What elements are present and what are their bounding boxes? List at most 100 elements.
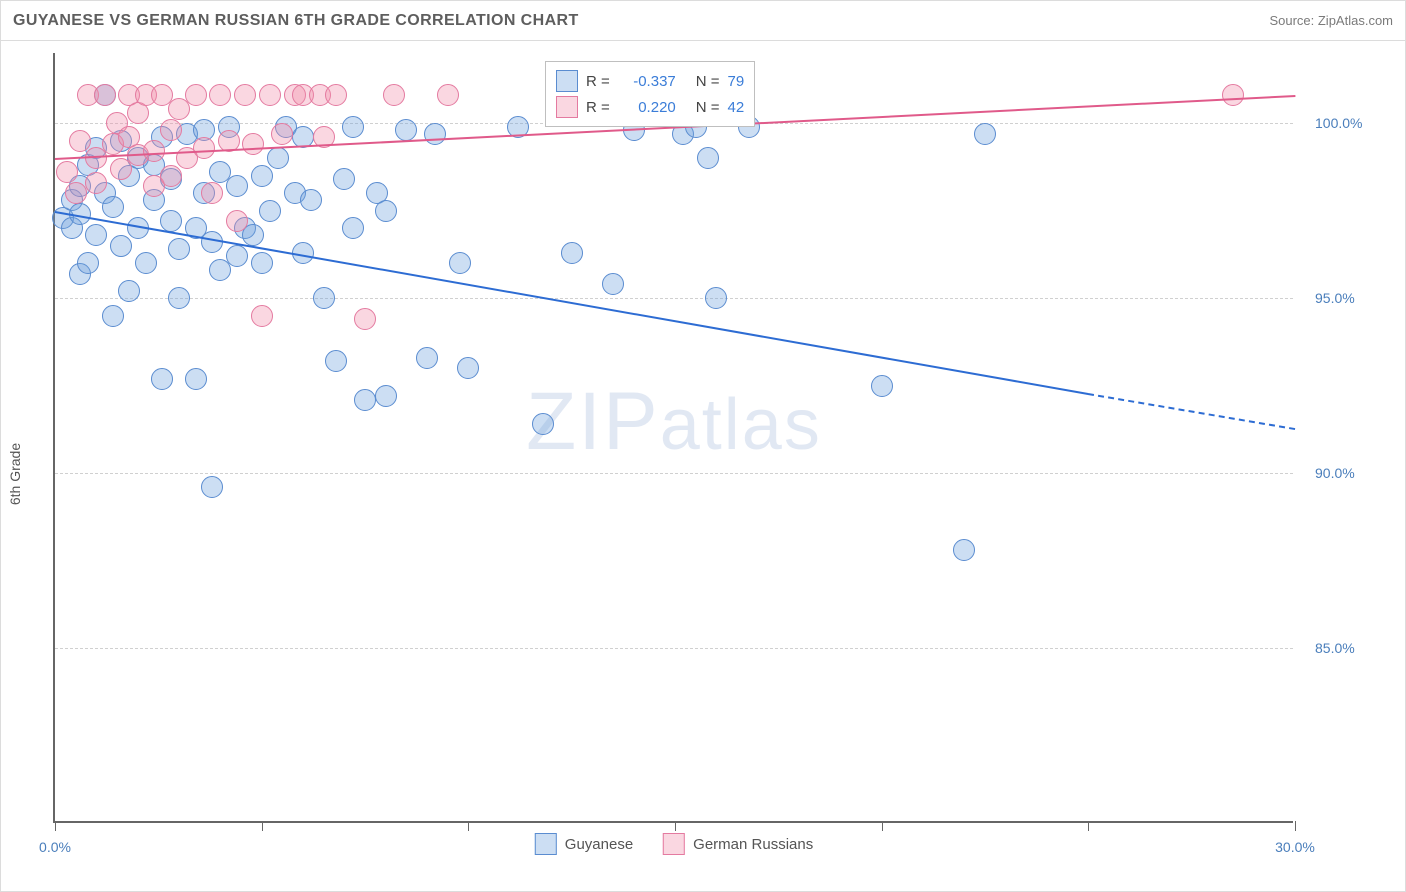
stats-r-label: R = (586, 99, 610, 116)
plot-wrapper: 6th Grade ZIPatlas 85.0%90.0%95.0%100.0%… (1, 41, 1405, 891)
data-point (251, 305, 273, 327)
data-point (561, 242, 583, 264)
legend-label: German Russians (693, 836, 813, 853)
data-point (143, 140, 165, 162)
legend: Guyanese German Russians (535, 833, 813, 855)
data-point (56, 161, 78, 183)
legend-item: German Russians (663, 833, 813, 855)
data-point (449, 252, 471, 274)
legend-swatch (556, 96, 578, 118)
stats-r-value: -0.337 (618, 73, 676, 90)
gridline (55, 648, 1293, 649)
chart-container: GUYANESE VS GERMAN RUSSIAN 6TH GRADE COR… (0, 0, 1406, 892)
x-tick (1295, 821, 1296, 831)
data-point (118, 280, 140, 302)
data-point (395, 119, 417, 141)
data-point (375, 200, 397, 222)
data-point (201, 476, 223, 498)
data-point (375, 385, 397, 407)
data-point (342, 217, 364, 239)
x-tick (468, 821, 469, 831)
data-point (705, 287, 727, 309)
data-point (437, 84, 459, 106)
data-point (325, 84, 347, 106)
data-point (325, 350, 347, 372)
stats-r-label: R = (586, 73, 610, 90)
data-point (259, 200, 281, 222)
data-point (333, 168, 355, 190)
data-point (85, 224, 107, 246)
stats-n-label: N = (696, 73, 720, 90)
stats-n-label: N = (696, 99, 720, 116)
y-tick-label: 95.0% (1315, 290, 1355, 306)
data-point (300, 189, 322, 211)
legend-item: Guyanese (535, 833, 633, 855)
data-point (209, 84, 231, 106)
y-axis-label: 6th Grade (7, 443, 23, 505)
data-point (102, 196, 124, 218)
data-point (226, 245, 248, 267)
data-point (871, 375, 893, 397)
data-point (77, 252, 99, 274)
data-point (234, 84, 256, 106)
data-point (226, 175, 248, 197)
data-point (110, 235, 132, 257)
x-tick (882, 821, 883, 831)
stats-n-value: 79 (728, 73, 745, 90)
data-point (1222, 84, 1244, 106)
x-tick (55, 821, 56, 831)
x-tick-label: 0.0% (39, 839, 71, 855)
data-point (151, 368, 173, 390)
legend-label: Guyanese (565, 836, 633, 853)
data-point (416, 347, 438, 369)
data-point (354, 308, 376, 330)
stats-r-value: 0.220 (618, 99, 676, 116)
data-point (342, 116, 364, 138)
data-point (242, 133, 264, 155)
data-point (267, 147, 289, 169)
x-tick-label: 30.0% (1275, 839, 1315, 855)
legend-swatch (556, 70, 578, 92)
scatter-plot: ZIPatlas 85.0%90.0%95.0%100.0%0.0%30.0%R… (53, 53, 1293, 823)
data-point (85, 172, 107, 194)
data-point (193, 137, 215, 159)
legend-swatch (663, 833, 685, 855)
data-point (697, 147, 719, 169)
trend-line (55, 211, 1089, 395)
data-point (94, 84, 116, 106)
y-tick-label: 100.0% (1315, 115, 1362, 131)
data-point (102, 305, 124, 327)
x-tick (1088, 821, 1089, 831)
y-tick-label: 85.0% (1315, 640, 1355, 656)
data-point (168, 287, 190, 309)
x-tick (675, 821, 676, 831)
data-point (135, 252, 157, 274)
data-point (65, 182, 87, 204)
watermark: ZIPatlas (526, 375, 822, 469)
chart-title: GUYANESE VS GERMAN RUSSIAN 6TH GRADE COR… (13, 12, 579, 30)
y-tick-label: 90.0% (1315, 465, 1355, 481)
x-tick (262, 821, 263, 831)
data-point (424, 123, 446, 145)
data-point (313, 287, 335, 309)
data-point (168, 238, 190, 260)
gridline (55, 298, 1293, 299)
data-point (226, 210, 248, 232)
trend-line (1088, 393, 1295, 430)
data-point (251, 165, 273, 187)
data-point (201, 182, 223, 204)
stats-box: R =-0.337N =79R =0.220N =42 (545, 61, 755, 127)
data-point (974, 123, 996, 145)
gridline (55, 473, 1293, 474)
data-point (185, 84, 207, 106)
data-point (602, 273, 624, 295)
data-point (259, 84, 281, 106)
data-point (271, 123, 293, 145)
data-point (185, 368, 207, 390)
data-point (457, 357, 479, 379)
data-point (160, 210, 182, 232)
data-point (354, 389, 376, 411)
data-point (953, 539, 975, 561)
chart-header: GUYANESE VS GERMAN RUSSIAN 6TH GRADE COR… (1, 1, 1405, 41)
data-point (160, 165, 182, 187)
